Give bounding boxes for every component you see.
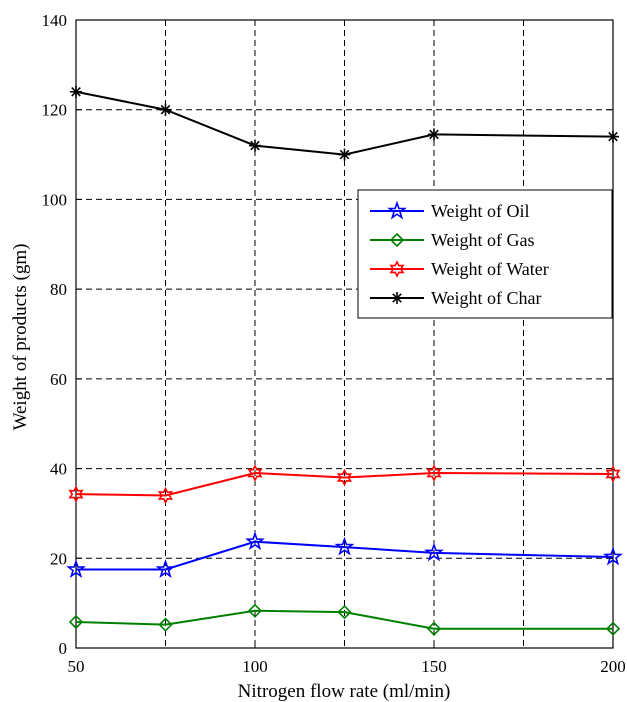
data-point-char [70, 85, 82, 98]
data-point-gas [337, 604, 352, 620]
plot-frame [75, 19, 614, 649]
data-point-oil [334, 536, 355, 556]
data-point-water [336, 468, 353, 487]
asterisk-stroke [429, 129, 439, 140]
asterisk-stroke [160, 104, 171, 115]
legend-label: Weight of Gas [431, 230, 535, 250]
y-tick-label: 40 [50, 460, 67, 479]
legend-item: Weight of Oil [370, 200, 530, 221]
grid-lines [76, 20, 613, 648]
x-axis-label: Nitrogen flow rate (ml/min) [238, 681, 451, 702]
asterisk-stroke [608, 131, 618, 142]
legend-label: Weight of Oil [431, 201, 530, 221]
y-tick-label: 80 [50, 280, 67, 299]
legend: Weight of Oil Weight of Gas Weight of Wate… [357, 189, 613, 319]
y-tick-label: 60 [50, 370, 67, 389]
series-weight-of-gas [68, 603, 621, 636]
legend-item: Weight of Char [370, 288, 542, 308]
data-point-gas [68, 614, 84, 630]
axes [75, 19, 614, 649]
legend-item: Weight of Water [370, 259, 549, 279]
y-axis-label: Weight of products (gm) [10, 244, 31, 431]
data-point-oil [155, 559, 176, 578]
series-line [75, 90, 614, 156]
legend-label: Weight of Water [431, 259, 549, 279]
series-line [76, 540, 614, 571]
data-point-gas [605, 621, 621, 636]
x-tick-label: 150 [421, 657, 447, 676]
series-weight-of-char [70, 85, 619, 161]
data-point-char [428, 128, 440, 141]
legend-item: Weight of Gas [370, 230, 535, 250]
data-point-gas [426, 621, 442, 636]
y-tick-label: 140 [42, 11, 68, 30]
series-layer [66, 85, 623, 636]
data-point-char [391, 292, 403, 304]
x-axis-ticks: 50 100 150 200 [68, 20, 626, 676]
data-point-oil [387, 200, 407, 220]
data-point-gas [247, 603, 263, 618]
x-tick-label: 100 [242, 657, 268, 676]
series-line [75, 472, 614, 497]
data-point-water [157, 486, 174, 505]
data-point-oil [424, 542, 444, 562]
asterisk-stroke [339, 149, 350, 160]
asterisk-stroke [250, 140, 260, 151]
data-point-water [389, 260, 405, 278]
data-point-char [338, 148, 351, 161]
x-tick-label: 200 [600, 657, 626, 676]
y-tick-label: 100 [42, 190, 68, 209]
y-tick-label: 120 [42, 101, 68, 120]
asterisk-stroke [71, 86, 81, 97]
series-weight-of-water [68, 464, 621, 505]
data-point-oil [245, 531, 265, 551]
series-weight-of-oil [66, 531, 623, 578]
series-line [75, 609, 613, 630]
y-tick-label: 20 [50, 549, 67, 568]
data-point-char [159, 103, 172, 116]
data-point-gas [389, 232, 405, 248]
data-point-water [247, 464, 263, 482]
x-tick-label: 50 [68, 657, 85, 676]
data-point-water [426, 464, 442, 482]
y-axis-ticks: 0 20 40 60 80 100 120 140 [42, 11, 613, 658]
data-point-oil [66, 559, 86, 578]
y-tick-label: 0 [59, 639, 68, 658]
data-point-water [605, 465, 621, 483]
data-point-gas [158, 617, 173, 632]
data-point-char [249, 139, 261, 152]
data-point-char [607, 130, 619, 143]
legend-label: Weight of Char [431, 288, 542, 308]
data-point-oil [603, 546, 623, 566]
asterisk-stroke [392, 293, 402, 303]
data-point-water [68, 485, 84, 503]
